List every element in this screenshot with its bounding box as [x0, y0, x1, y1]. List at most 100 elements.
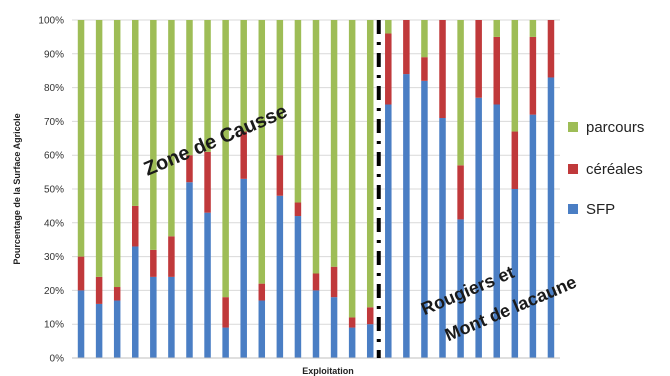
bar-segment-sfp — [168, 276, 175, 358]
bar-segment-parcours — [132, 20, 139, 206]
bar-segment-sfp — [493, 104, 500, 358]
bar-segment-c-r-ales — [95, 276, 103, 304]
bar-segment-c-r-ales — [168, 236, 175, 277]
bar-segment-c-r-ales — [240, 131, 247, 179]
bar-segment-c-r-ales — [547, 20, 555, 78]
bar-segment-c-r-ales — [276, 155, 284, 196]
bar-segment-c-r-ales — [385, 33, 392, 105]
y-tick-label: 100% — [38, 16, 64, 27]
bar-segment-parcours — [294, 20, 302, 203]
legend: parcours céréales SFP — [568, 119, 644, 218]
y-tick-label: 40% — [44, 218, 64, 229]
bar-segment-sfp — [77, 290, 85, 358]
bar-segment-sfp — [240, 178, 247, 358]
bar-segment-parcours — [222, 20, 229, 298]
bar-segment-parcours — [186, 20, 193, 156]
bar-segment-sfp — [439, 118, 446, 359]
bar-segment-c-r-ales — [294, 202, 302, 217]
bar-segment-c-r-ales — [204, 151, 211, 213]
bar-segment-sfp — [204, 212, 211, 358]
legend-swatch — [568, 164, 578, 174]
y-axis-title: Pourcentage de la Surface Agricole — [12, 113, 22, 264]
x-axis-title: Exploitation — [302, 366, 354, 376]
bar-segment-sfp — [475, 97, 482, 359]
bar-segment-parcours — [204, 20, 211, 152]
bar-segment-c-r-ales — [150, 249, 157, 277]
bar-segment-sfp — [348, 327, 356, 358]
bar-segment-parcours — [529, 20, 537, 37]
bar-segment-sfp — [385, 104, 392, 358]
y-tick-label: 60% — [44, 151, 64, 162]
bar-segment-sfp — [403, 74, 410, 358]
bar-segment-parcours — [366, 20, 374, 308]
bar-segment-parcours — [113, 20, 121, 288]
bar-segment-parcours — [421, 20, 428, 58]
y-tick-label: 30% — [44, 252, 64, 263]
bar-segment-parcours — [77, 20, 85, 257]
bar-segment-sfp — [113, 300, 121, 358]
bar-segment-sfp — [132, 246, 139, 358]
bar-segment-sfp — [294, 216, 302, 358]
y-tick-label: 20% — [44, 286, 64, 297]
bar-segment-parcours — [258, 20, 266, 284]
bar-segment-parcours — [511, 20, 519, 132]
bar-segment-sfp — [529, 114, 537, 358]
bar-segment-sfp — [312, 290, 320, 358]
bar-segment-c-r-ales — [439, 20, 446, 119]
y-tick-label: 0% — [50, 354, 65, 365]
bar-segment-c-r-ales — [330, 266, 338, 298]
legend-swatch — [568, 122, 578, 132]
legend-label: céréales — [586, 161, 643, 178]
bar-segment-c-r-ales — [348, 317, 356, 328]
bar-segment-sfp — [95, 303, 103, 358]
bar-segment-parcours — [150, 20, 157, 250]
axis-layer: 0% 10% 20% 30% 40% 50% 60% 70% 80% 90% 100% Pourcen… — [12, 16, 560, 376]
annotation-zone-de-causse: Zone de Causse — [141, 100, 291, 180]
bar-segment-sfp — [186, 182, 193, 358]
bar-segment-parcours — [385, 20, 392, 34]
y-tick-label: 10% — [44, 320, 64, 331]
bar-segment-c-r-ales — [421, 57, 428, 81]
legend-label: SFP — [586, 201, 615, 218]
y-tick-label: 80% — [44, 83, 64, 94]
bar-segment-sfp — [150, 276, 157, 358]
bar-segment-c-r-ales — [493, 36, 500, 105]
bar-segment-c-r-ales — [403, 20, 410, 75]
bar-segment-c-r-ales — [222, 297, 229, 328]
bar-segment-c-r-ales — [457, 165, 464, 220]
legend-label: parcours — [586, 119, 644, 136]
bar-segment-parcours — [168, 20, 175, 237]
bar-segment-sfp — [457, 219, 464, 358]
bar-segment-sfp — [366, 324, 374, 358]
y-tick-label: 70% — [44, 117, 64, 128]
bar-segment-parcours — [348, 20, 356, 318]
y-tick-label: 90% — [44, 49, 64, 60]
bars-layer — [77, 20, 555, 359]
bar-segment-sfp — [511, 189, 519, 358]
bar-segment-sfp — [258, 300, 266, 358]
bar-segment-c-r-ales — [132, 205, 139, 247]
bar-segment-sfp — [222, 327, 229, 358]
bar-segment-c-r-ales — [511, 131, 519, 189]
bar-segment-parcours — [276, 20, 284, 156]
bar-segment-c-r-ales — [113, 287, 121, 301]
bar-segment-parcours — [312, 20, 320, 274]
bar-segment-parcours — [240, 20, 247, 132]
bar-segment-sfp — [547, 77, 555, 359]
bar-segment-parcours — [493, 20, 500, 37]
bar-segment-c-r-ales — [258, 283, 266, 301]
bar-segment-c-r-ales — [475, 20, 482, 98]
bar-segment-sfp — [421, 80, 428, 358]
bar-segment-parcours — [330, 20, 338, 267]
y-tick-label: 50% — [44, 185, 64, 196]
bar-segment-c-r-ales — [312, 273, 320, 291]
bar-segment-sfp — [330, 297, 338, 358]
bar-segment-c-r-ales — [529, 36, 537, 115]
bar-segment-c-r-ales — [77, 256, 85, 291]
bar-segment-parcours — [95, 20, 103, 277]
legend-swatch — [568, 204, 578, 214]
bar-segment-parcours — [457, 20, 464, 166]
bar-segment-c-r-ales — [186, 155, 193, 183]
